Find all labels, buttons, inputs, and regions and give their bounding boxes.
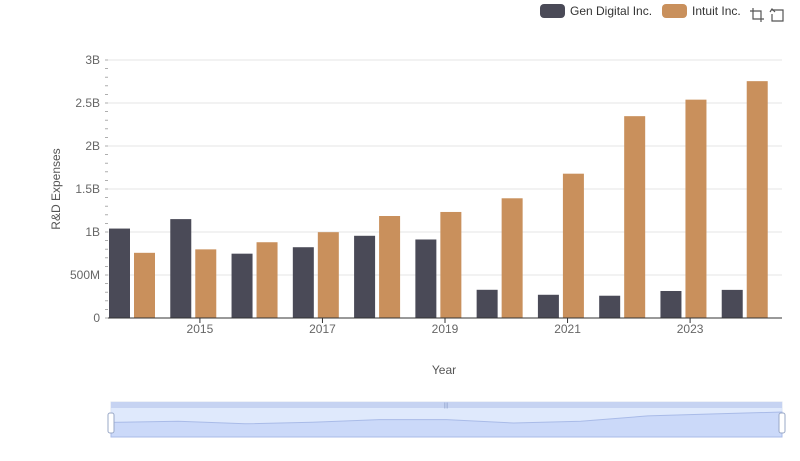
y-tick-label: 1B [85, 225, 100, 239]
bar-intuit-2018[interactable] [379, 216, 401, 318]
y-gridlines [108, 59, 782, 276]
bar-intuit-2017[interactable] [317, 232, 339, 318]
y-tick-label: 2.5B [75, 96, 100, 110]
x-tick-label: 2015 [187, 322, 214, 336]
legend-label-gen-digital: Gen Digital Inc. [570, 4, 653, 18]
y-tick-label: 1.5B [75, 182, 100, 196]
y-tick-label: 3B [85, 53, 100, 67]
bar-gen-digital-2015[interactable] [170, 219, 192, 318]
y-axis-label: R&D Expenses [49, 148, 63, 229]
bar-intuit-2015[interactable] [195, 249, 217, 318]
zoom-select-icon[interactable] [748, 6, 766, 24]
x-axis-label: Year [432, 363, 456, 377]
bar-intuit-2024[interactable] [746, 81, 768, 318]
y-tick-label: 2B [85, 139, 100, 153]
bar-gen-digital-2017[interactable] [292, 247, 314, 318]
legend-item-intuit[interactable]: Intuit Inc. [662, 4, 741, 18]
legend: Gen Digital Inc. Intuit Inc. [540, 4, 751, 18]
legend-swatch-intuit [662, 4, 688, 18]
data-zoom-slider[interactable]: ||| [107, 401, 786, 438]
bar-intuit-2019[interactable] [440, 211, 462, 318]
x-tick-label: 2017 [309, 322, 336, 336]
bar-intuit-2014[interactable] [134, 252, 155, 318]
bar-gen-digital-2020[interactable] [476, 289, 498, 318]
bar-gen-digital-2014[interactable] [109, 228, 130, 318]
y-axis-minor-ticks [105, 59, 108, 319]
x-tick-label: 2023 [677, 322, 704, 336]
bar-gen-digital-2016[interactable] [231, 253, 253, 318]
bar-gen-digital-2022[interactable] [599, 295, 621, 318]
y-tick-label: 0 [93, 311, 100, 325]
legend-label-intuit: Intuit Inc. [692, 4, 741, 18]
data-zoom-handle-right[interactable] [778, 412, 786, 434]
data-zoom-grip-icon: ||| [444, 403, 449, 409]
bar-gen-digital-2019[interactable] [415, 239, 437, 318]
y-tick-label: 500M [70, 268, 100, 282]
bar-intuit-2021[interactable] [562, 173, 584, 318]
y-tick-labels: 0 500M 1B 1.5B 2B 2.5B 3B [70, 53, 100, 325]
data-zoom-preview-area [110, 411, 783, 438]
toolbox [746, 6, 786, 24]
bar-intuit-2022[interactable] [624, 116, 646, 319]
bar-gen-digital-2023[interactable] [660, 290, 682, 318]
bar-intuit-2020[interactable] [501, 198, 523, 318]
legend-item-gen-digital[interactable]: Gen Digital Inc. [540, 4, 652, 18]
restore-icon[interactable] [768, 6, 786, 24]
bar-gen-digital-2024[interactable] [721, 289, 743, 318]
x-tick-label: 2019 [432, 322, 459, 336]
x-tick-label: 2021 [554, 322, 581, 336]
bar-marks[interactable] [109, 81, 768, 319]
bar-gen-digital-2021[interactable] [537, 294, 559, 318]
data-zoom-handle-left[interactable] [107, 412, 115, 434]
bar-intuit-2016[interactable] [256, 242, 278, 318]
x-tick-labels: 2015 2017 2019 2021 2023 [187, 318, 704, 336]
legend-swatch-gen-digital [540, 4, 565, 18]
bar-gen-digital-2018[interactable] [354, 235, 376, 318]
bar-intuit-2023[interactable] [685, 99, 707, 318]
data-zoom-top-bar[interactable] [111, 402, 782, 408]
